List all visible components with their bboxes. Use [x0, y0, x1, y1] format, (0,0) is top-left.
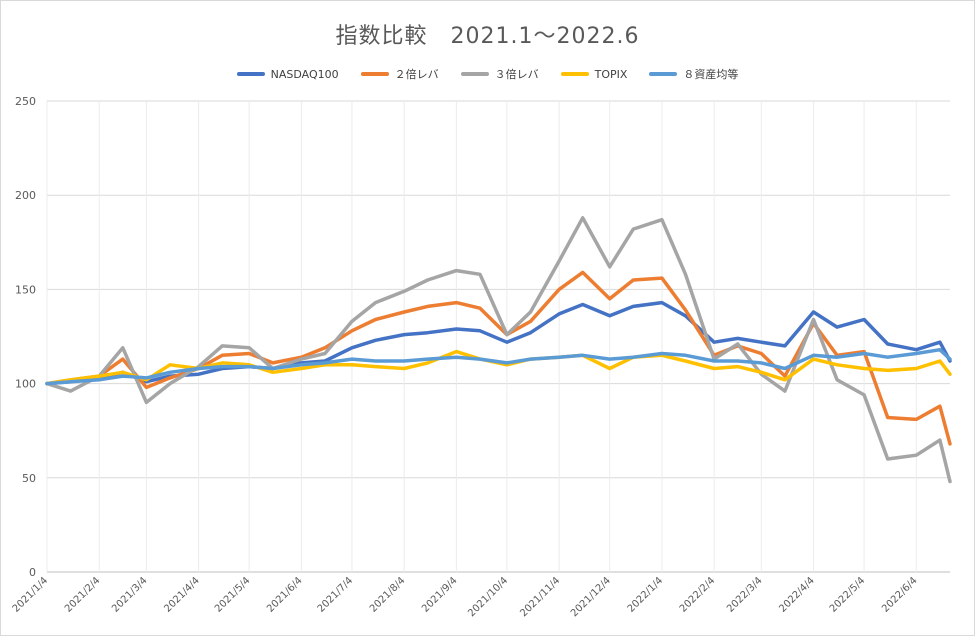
x-tick-label: 2021/2/4: [63, 575, 103, 615]
y-tick-label: 100: [15, 378, 36, 391]
legend-item: TOPIX: [560, 66, 628, 82]
x-tick-label: 2021/12/4: [569, 575, 613, 619]
legend-item: ３倍レバ: [460, 66, 539, 82]
y-tick-label: 150: [15, 283, 36, 296]
legend-item: NASDAQ100: [236, 66, 339, 82]
legend-item: ８資産均等: [649, 66, 738, 82]
x-tick-label: 2022/5/4: [828, 575, 868, 615]
x-tick-label: 2022/3/4: [725, 575, 765, 615]
legend-label: ３倍レバ: [494, 68, 539, 81]
y-tick-label: 0: [29, 566, 36, 579]
x-tick-label: 2022/2/4: [678, 575, 718, 615]
legend-swatch: [236, 72, 265, 76]
legend-label: ２倍レバ: [394, 68, 439, 81]
x-tick-label: 2022/1/4: [626, 575, 666, 615]
x-tick-label: 2022/6/4: [880, 575, 920, 615]
x-tick-label: 2021/7/4: [316, 575, 356, 615]
legend-item: ２倍レバ: [360, 66, 439, 82]
x-tick-label: 2021/8/4: [368, 575, 408, 615]
y-tick-label: 250: [15, 95, 36, 108]
legend-swatch: [460, 72, 489, 76]
legend-swatch: [560, 72, 589, 76]
legend-label: ８資産均等: [683, 68, 739, 81]
x-tick-label: 2021/6/4: [265, 575, 305, 615]
legend-label: NASDAQ100: [270, 67, 339, 81]
y-tick-label: 200: [15, 189, 36, 202]
legend: NASDAQ100 ２倍レバ ３倍レバ TOPIX ８資産均等: [0, 66, 975, 82]
x-tick-label: 2021/9/4: [420, 575, 460, 615]
series-line-0: [45, 300, 952, 386]
x-tick-label: 2021/10/4: [466, 575, 510, 619]
x-tick-label: 2022/4/4: [777, 575, 817, 615]
x-tick-label: 2021/3/4: [110, 575, 150, 615]
x-tick-label: 2021/5/4: [213, 575, 253, 615]
legend-label: TOPIX: [594, 67, 628, 81]
series-line-2: [45, 216, 952, 484]
chart-title: 指数比較 2021.1～2022.6: [335, 24, 640, 49]
x-tick-label: 2021/1/4: [11, 575, 51, 615]
series-line-4: [45, 347, 952, 386]
legend-swatch: [360, 72, 389, 76]
x-tick-label: 2021/11/4: [518, 575, 562, 619]
y-tick-label: 50: [22, 472, 36, 485]
x-tick-label: 2021/4/4: [162, 575, 202, 615]
legend-swatch: [649, 72, 678, 76]
